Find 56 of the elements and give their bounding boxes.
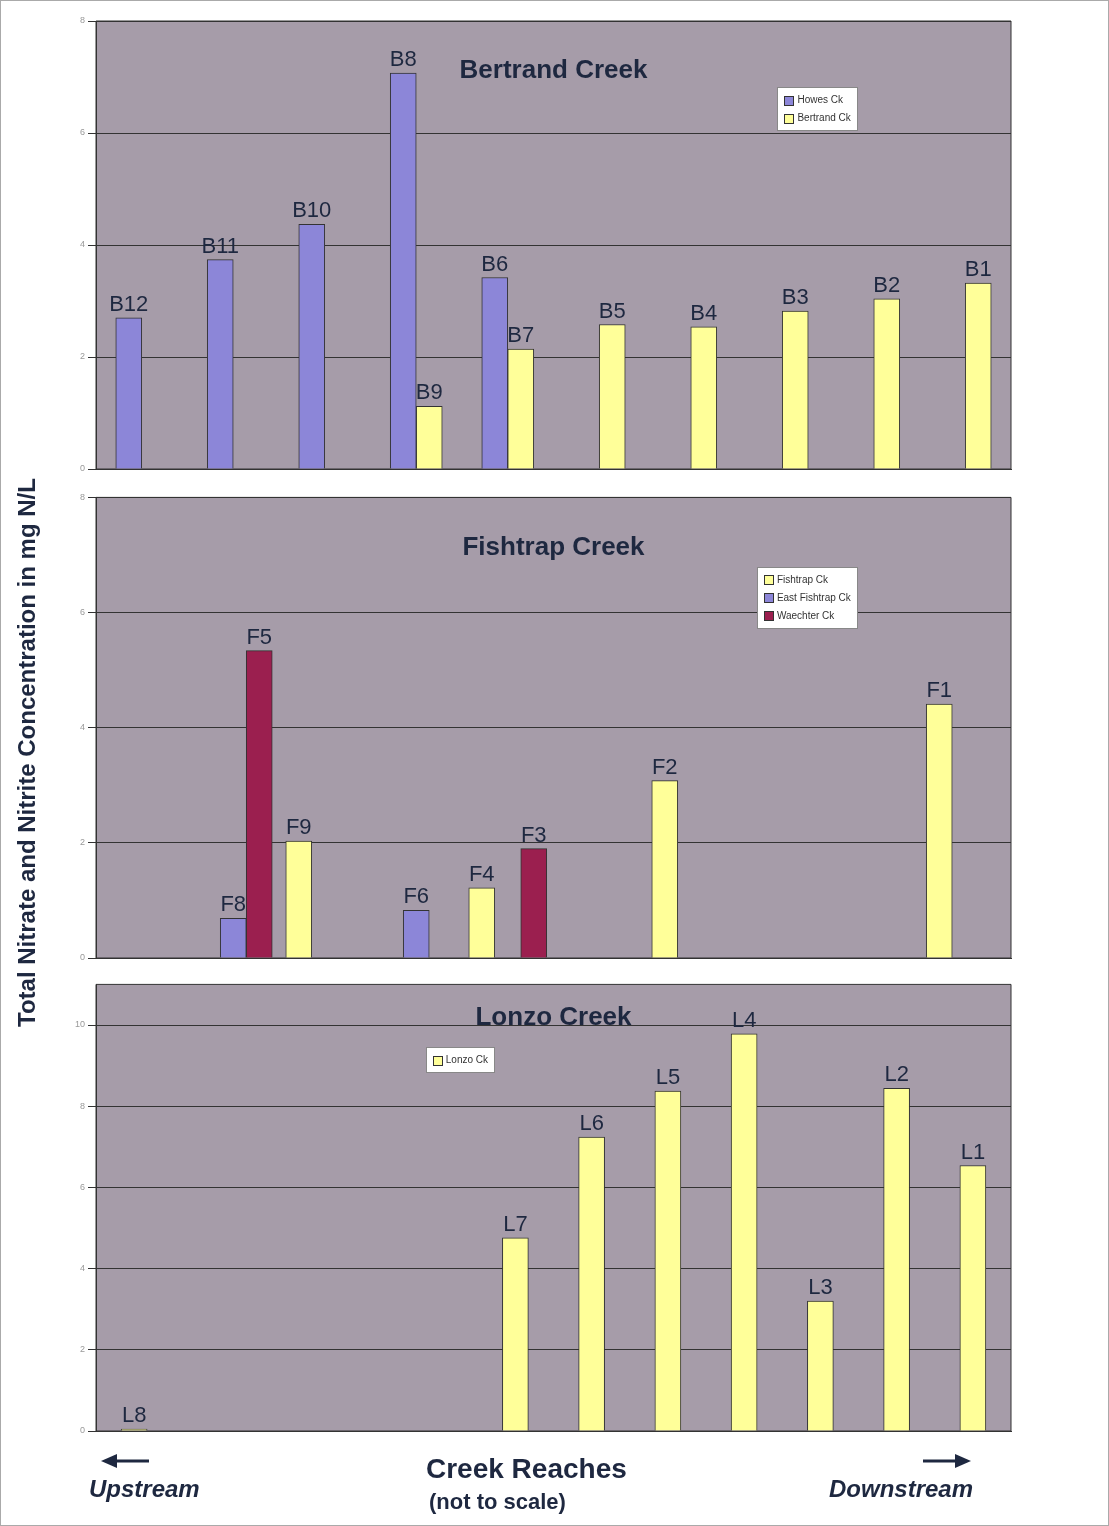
data-label: B9 — [415, 379, 443, 405]
data-label: B5 — [598, 297, 626, 323]
data-label: B2 — [873, 271, 901, 297]
y-tick-label: 2 — [79, 1344, 85, 1355]
legend-label: East Fishtrap Ck — [775, 590, 851, 605]
data-label: L3 — [808, 1274, 833, 1300]
y-tick-label: 6 — [79, 127, 85, 138]
data-label: B7 — [507, 322, 535, 348]
legend-label: Waechter Ck — [775, 608, 836, 623]
y-tick-label: 0 — [79, 463, 85, 474]
data-label: B4 — [690, 299, 718, 325]
y-tick-label: 4 — [79, 722, 85, 733]
data-label: F1 — [926, 677, 953, 703]
data-label: B6 — [481, 250, 509, 276]
data-label: F4 — [468, 860, 495, 886]
text: Bertrand Creek — [459, 54, 648, 85]
legend-label: Lonzo Ck — [444, 1053, 489, 1068]
y-tick-label: 8 — [79, 491, 85, 502]
y-tick-label: 0 — [79, 1425, 85, 1436]
legend-label: Howes Ck — [796, 93, 845, 108]
data-label: F2 — [651, 753, 678, 779]
y-tick-label: 2 — [79, 351, 85, 362]
data-label: L6 — [579, 1110, 604, 1136]
y-tick-label: 0 — [79, 952, 85, 963]
data-label: F5 — [246, 623, 273, 649]
data-label: F6 — [403, 883, 430, 909]
data-label: F9 — [285, 814, 312, 840]
y-axis-title: Total Nitrate and Nitrite Concentration in mg N/L — [13, 478, 41, 1027]
data-label: B3 — [781, 284, 809, 310]
y-tick-label: 2 — [79, 837, 85, 848]
text: Upstream — [89, 1475, 200, 1503]
y-tick-label: 6 — [79, 1181, 85, 1192]
data-label: L5 — [655, 1064, 681, 1090]
data-label: B12 — [109, 290, 149, 316]
data-label: B1 — [964, 256, 992, 282]
text: Downstream — [829, 1475, 974, 1503]
legend-label: Bertrand Ck — [796, 111, 851, 126]
data-label: L8 — [121, 1402, 147, 1428]
text: Fishtrap Creek — [462, 530, 646, 561]
x-axis-title: Creek Reaches — [426, 1453, 627, 1485]
data-label: L7 — [503, 1210, 528, 1236]
data-label: F3 — [520, 821, 547, 847]
text: (not to scale) — [429, 1489, 566, 1515]
legend-label: Fishtrap Ck — [775, 572, 829, 587]
data-label: L2 — [884, 1061, 909, 1087]
y-tick-label: 8 — [79, 15, 85, 26]
data-label: B8 — [389, 46, 417, 72]
data-label: B10 — [292, 197, 332, 223]
y-tick-label: 4 — [79, 239, 85, 250]
y-tick-label: 10 — [74, 1019, 85, 1030]
y-tick-label: 8 — [79, 1100, 85, 1111]
y-tick-label: 6 — [79, 607, 85, 618]
text: Lonzo Creek — [475, 1000, 633, 1031]
data-label: F8 — [220, 891, 247, 917]
y-tick-label: 4 — [79, 1263, 85, 1274]
data-label: L1 — [960, 1138, 986, 1164]
